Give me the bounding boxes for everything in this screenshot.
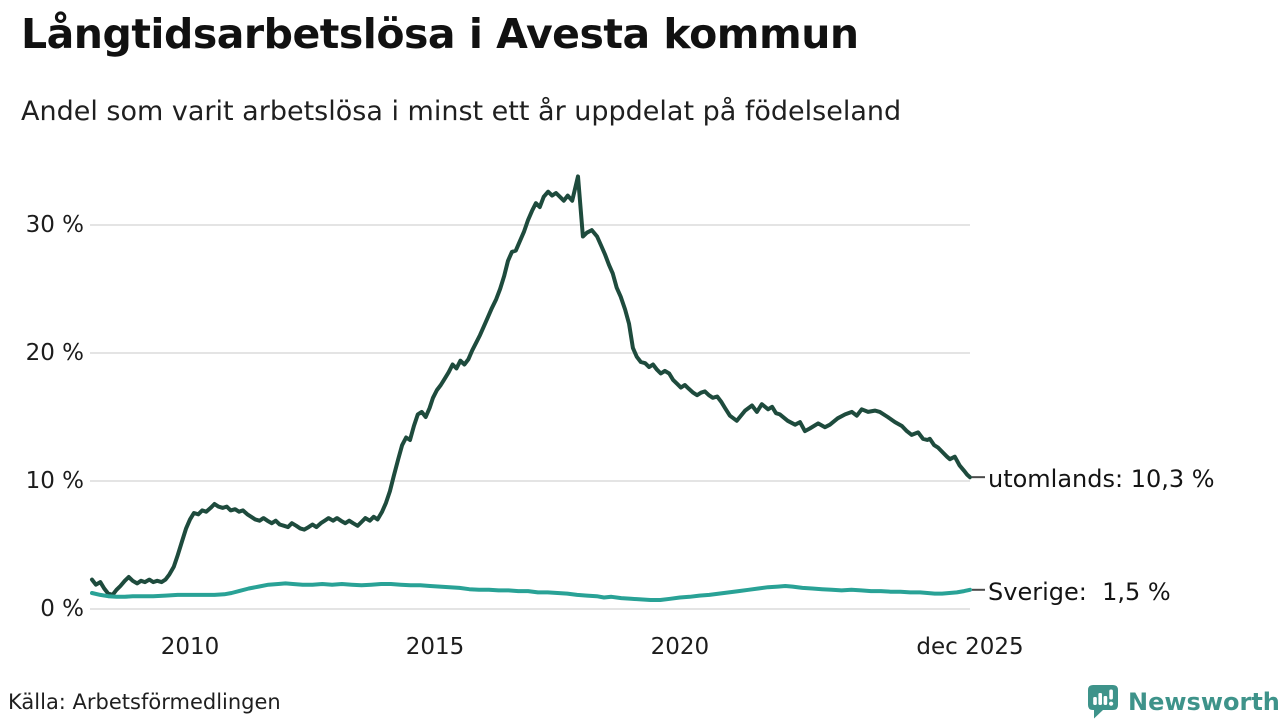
series-line-sverige (90, 581, 972, 602)
y-axis-tick-label: 30 % (25, 212, 84, 238)
newsworthy-logo-text: Newsworthy (1128, 687, 1280, 716)
newsworthy-logo: Newsworthy (1086, 684, 1280, 719)
x-axis-tick-label: 2015 (405, 634, 465, 660)
newsworthy-logo-icon (1088, 685, 1118, 719)
chart-subtitle: Andel som varit arbetslösa i minst ett å… (21, 96, 902, 127)
y-axis-tick-label: 0 % (40, 596, 84, 622)
y-axis-tick-label: 10 % (25, 468, 84, 494)
source-note: Källa: Arbetsförmedlingen (8, 690, 281, 714)
x-axis-tick-label: 2020 (650, 634, 710, 660)
page-title: Långtidsarbetslösa i Avesta kommun (21, 10, 859, 58)
series-line-utomlands (90, 174, 972, 597)
series-end-label-sverige: Sverige: 1,5 % (988, 577, 1171, 606)
x-axis-tick-label: 2010 (160, 634, 220, 660)
series-end-label-utomlands: utomlands: 10,3 % (988, 465, 1215, 494)
y-axis-tick-label: 20 % (25, 340, 84, 366)
x-axis-tick-label: dec 2025 (916, 634, 1024, 660)
